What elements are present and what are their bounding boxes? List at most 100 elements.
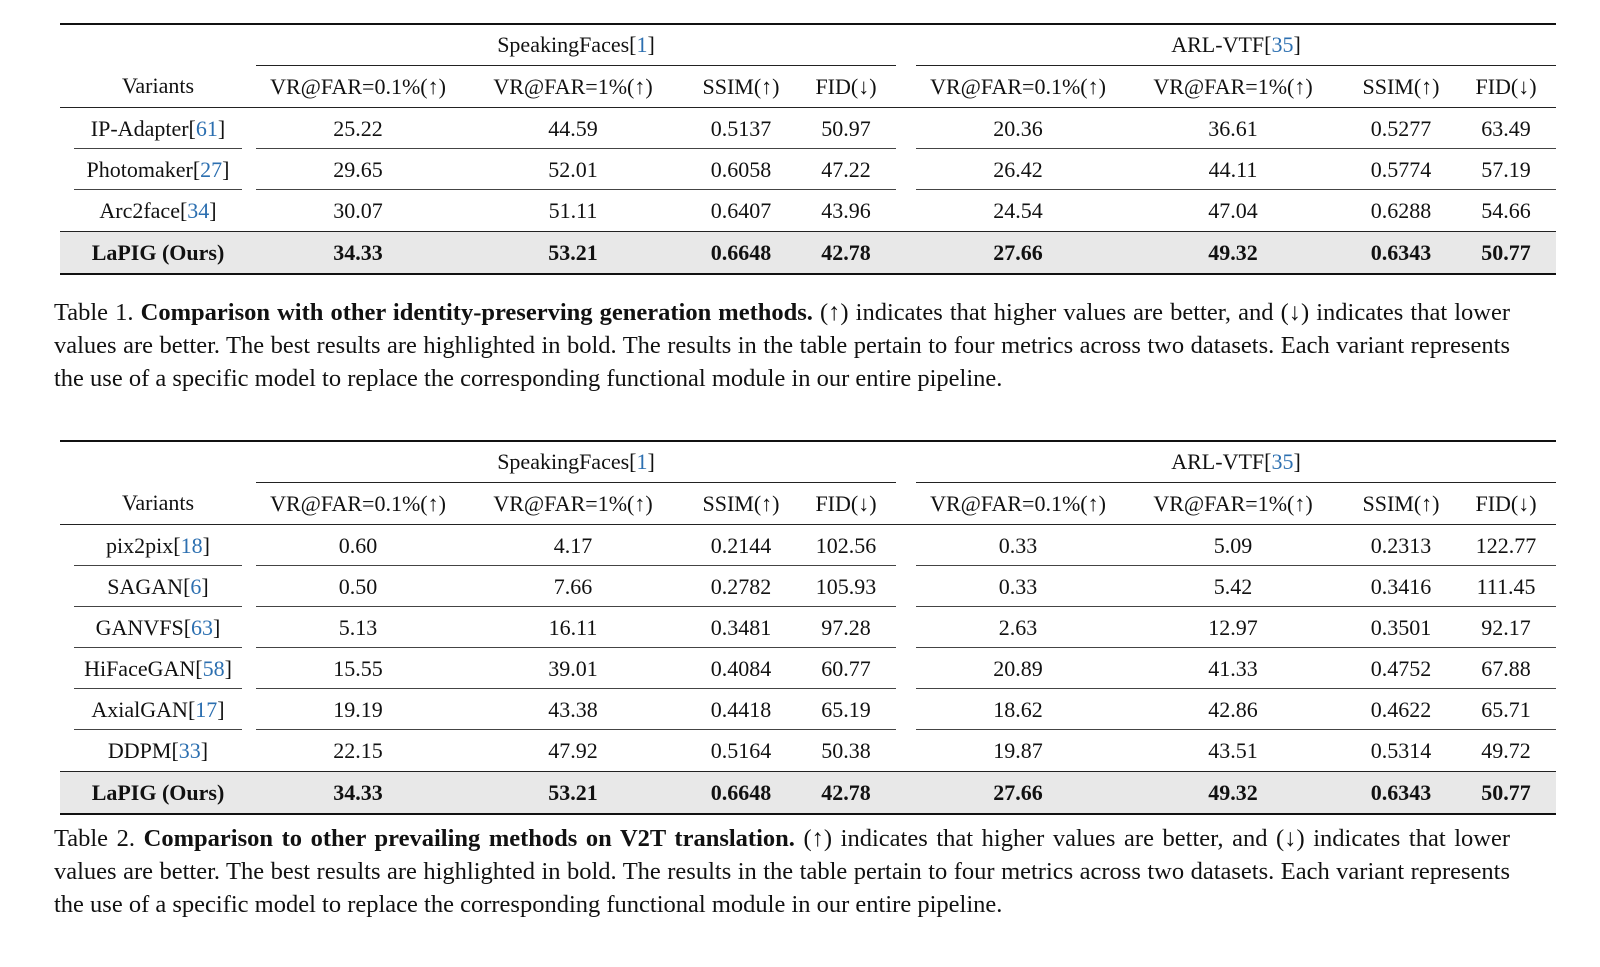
caption-title: Comparison with other identity-preservin…	[140, 299, 813, 326]
metric-value: 0.4752	[1346, 648, 1456, 689]
best-metric-value: 50.77	[1456, 771, 1557, 815]
metric-value: 4.17	[460, 525, 686, 567]
column-header-row: Variants VR@FAR=0.1%(↑) VR@FAR=1%(↑) SSIM(↑…	[60, 65, 1557, 108]
metric-value: 0.50	[256, 566, 460, 607]
table-row: Photomaker[27] 29.65 52.01 0.6058 47.22 26.42…	[60, 149, 1557, 190]
citation-ref: 17	[195, 696, 218, 722]
best-metric-value: 49.32	[1120, 771, 1346, 815]
best-metric-value: 49.32	[1120, 231, 1346, 275]
metric-value: 65.71	[1456, 689, 1557, 730]
dataset-header: SpeakingFaces[1]	[256, 441, 896, 483]
citation-ref: 27	[200, 156, 223, 182]
ours-variant-name: LaPIG (Ours)	[60, 771, 256, 815]
variant-name: GANVFS	[95, 614, 184, 640]
metric-header: VR@FAR=1%(↑)	[1120, 482, 1346, 525]
metric-value: 20.36	[916, 108, 1120, 150]
citation-ref: 1	[636, 32, 648, 57]
metric-value: 25.22	[256, 108, 460, 150]
metric-value: 60.77	[796, 648, 896, 689]
variant-name: pix2pix	[106, 532, 174, 558]
metric-value: 26.42	[916, 149, 1120, 190]
metric-header: SSIM(↑)	[686, 482, 796, 525]
metric-value: 7.66	[460, 566, 686, 607]
variants-header: Variants	[60, 482, 256, 525]
column-gap	[896, 730, 916, 772]
metric-header: VR@FAR=1%(↑)	[460, 65, 686, 108]
metric-value: 0.5774	[1346, 149, 1456, 190]
metric-value: 19.87	[993, 737, 1043, 763]
variant-name-cell: pix2pix[18]	[60, 525, 256, 567]
metric-value: 42.86	[1120, 689, 1346, 730]
citation-ref: 58	[202, 655, 225, 681]
metric-header: VR@FAR=0.1%(↑)	[916, 65, 1120, 108]
dataset-header-row: SpeakingFaces[1] ARL-VTF[35]	[60, 24, 1557, 66]
best-metric-value: 53.21	[460, 771, 686, 815]
metric-value: 41.33	[1120, 648, 1346, 689]
variant-name: AxialGAN	[91, 696, 188, 722]
metric-value: 29.65	[256, 149, 460, 190]
metric-value: 0.4418	[686, 689, 796, 730]
metric-value: 65.19	[796, 689, 896, 730]
metric-header: VR@FAR=1%(↑)	[460, 482, 686, 525]
metric-value: 44.11	[1120, 149, 1346, 190]
metric-value: 0.60	[256, 525, 460, 567]
best-metric-value: 0.6343	[1346, 771, 1456, 815]
metric-value: 111.45	[1456, 566, 1557, 607]
metric-value: 0.6058	[686, 149, 796, 190]
comparison-table-2: SpeakingFaces[1] ARL-VTF[35] Variants VR@FA…	[60, 440, 1557, 815]
variant-name: HiFaceGAN	[84, 655, 196, 681]
dataset-header-row: SpeakingFaces[1] ARL-VTF[35]	[60, 441, 1557, 483]
best-metric-value: 50.77	[1456, 231, 1557, 275]
metric-value: 5.42	[1120, 566, 1346, 607]
dataset-header: ARL-VTF[35]	[916, 24, 1557, 66]
best-metric-value: 42.78	[796, 231, 896, 275]
variant-name-cell: DDPM[33]	[107, 737, 209, 763]
metric-value: 5.09	[1120, 525, 1346, 567]
dataset-header: ARL-VTF[35]	[916, 441, 1557, 483]
variants-header: Variants	[60, 65, 256, 108]
table-1-caption: Table 1. Comparison with other identity-…	[54, 296, 1510, 395]
ours-variant-name: LaPIG (Ours)	[60, 231, 256, 275]
metric-value: 52.01	[460, 149, 686, 190]
metric-header: VR@FAR=1%(↑)	[1120, 65, 1346, 108]
metric-value: 36.61	[1120, 108, 1346, 150]
metric-value: 0.33	[916, 566, 1120, 607]
variant-name: Photomaker	[86, 156, 193, 182]
citation-ref: 1	[636, 449, 648, 474]
metric-value: 43.38	[460, 689, 686, 730]
metric-value: 0.2313	[1346, 525, 1456, 567]
metric-value: 16.11	[460, 607, 686, 648]
metric-value: 63.49	[1456, 108, 1557, 150]
metric-value: 22.15	[333, 737, 383, 763]
column-gap	[896, 108, 916, 150]
table-2-caption: Table 2. Comparison to other prevailing …	[54, 822, 1510, 921]
metric-value: 0.3481	[686, 607, 796, 648]
citation-ref: 35	[1271, 449, 1294, 474]
metric-value: 0.5137	[686, 108, 796, 150]
best-metric-value: 0.6648	[686, 771, 796, 815]
table-row: pix2pix[18] 0.60 4.17 0.2144 102.56 0.33 5.09 0…	[60, 525, 1557, 567]
variant-name-cell: HiFaceGAN[58]	[60, 648, 256, 689]
metric-header: FID(↓)	[1456, 65, 1557, 108]
metric-value: 0.33	[916, 525, 1120, 567]
metric-value: 20.89	[916, 648, 1120, 689]
metric-value: 105.93	[796, 566, 896, 607]
metric-value: 92.17	[1456, 607, 1557, 648]
ours-row: LaPIG (Ours) 34.33 53.21 0.6648 42.78 27.66 49…	[60, 231, 1557, 275]
metric-header: SSIM(↑)	[686, 65, 796, 108]
citation-ref: 6	[190, 573, 202, 599]
metric-value: 0.3501	[1346, 607, 1456, 648]
table-row: IP-Adapter[61] 25.22 44.59 0.5137 50.97 20.36…	[60, 108, 1557, 150]
best-metric-value: 53.21	[460, 231, 686, 275]
blank-cell	[60, 24, 256, 66]
variant-name-cell: SAGAN[6]	[60, 566, 256, 607]
blank-cell	[60, 441, 256, 483]
caption-label: Table 1.	[54, 299, 134, 326]
metric-value: 97.28	[796, 607, 896, 648]
best-metric-value: 34.33	[256, 771, 460, 815]
metric-value: 50.97	[796, 108, 896, 150]
column-gap	[896, 689, 916, 730]
citation-ref: 34	[187, 197, 210, 223]
metric-value: 39.01	[460, 648, 686, 689]
metric-value: 102.56	[796, 525, 896, 567]
